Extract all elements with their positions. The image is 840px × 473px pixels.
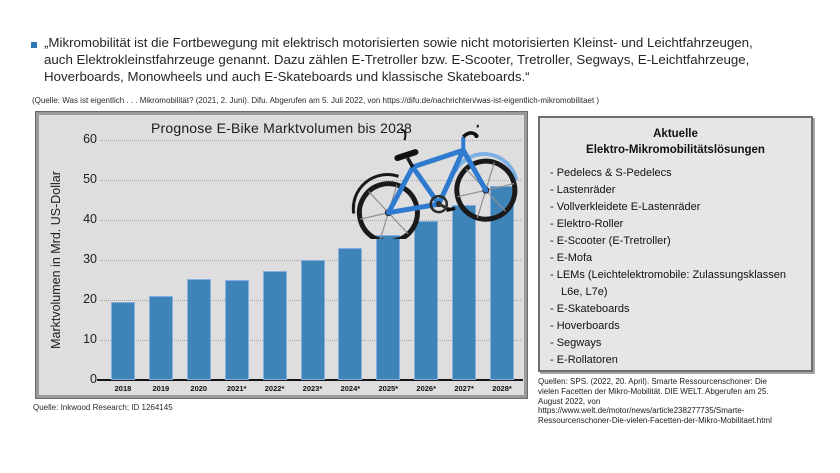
bar-2024*	[338, 248, 363, 380]
list-item: - LEMs (Leichtelektromobile: Zulassungsk…	[550, 269, 786, 298]
quote-source: (Quelle: Was ist eigentlich . . . Mikrom…	[32, 96, 600, 105]
ebike-clipart	[351, 123, 519, 239]
bike-saddle-icon	[394, 149, 419, 162]
chart-source: Quelle: Inkwood Research; ID 1264145	[33, 403, 173, 412]
micromobility-panel: Aktuelle Elektro-Mikromobilitätslösungen…	[538, 116, 813, 372]
source-line: https://www.welt.de/motor/news/article23…	[538, 406, 745, 416]
y-tick-50: 50	[83, 172, 97, 186]
x-tick-2025*: 2025*	[378, 384, 399, 393]
panel-title-line1: Aktuelle	[653, 128, 698, 140]
x-tick-2022*: 2022*	[264, 384, 285, 393]
source-line: Ressourcenschoner-Die-vielen-Facetten-de…	[538, 416, 772, 426]
bullet-square-icon	[31, 42, 37, 48]
gridline-50	[100, 180, 521, 181]
gridline-60	[100, 140, 521, 141]
panel-title-line2: Elektro-Mikromobilitätslösungen	[586, 143, 765, 156]
x-tick-2020: 2020	[190, 384, 208, 393]
x-axis-line	[97, 379, 523, 382]
bike-crank-icon	[429, 194, 456, 214]
y-tick-60: 60	[83, 132, 97, 146]
y-tick-20: 20	[83, 292, 97, 306]
x-tick-2024*: 2024*	[340, 384, 361, 393]
y-tick-30: 30	[83, 252, 97, 266]
bar-2023*	[300, 260, 325, 380]
x-tick-2026*: 2026*	[416, 384, 437, 393]
quote-line: „Mikromobilität ist die Fortbewegung mit…	[44, 35, 753, 50]
x-tick-2019: 2019	[152, 384, 170, 393]
list-item: - Vollverkleidete E-Lastenräder	[550, 201, 701, 213]
y-tick-0: 0	[90, 372, 97, 386]
chart-plot-area: Prognose E-Bike Marktvolumen bis 2028 Ma…	[39, 115, 524, 395]
panel-item-list: - Pedelecs & S-Pedelecs - Lastenräder - Vo…	[540, 165, 811, 369]
bike-front-fender-icon	[453, 152, 519, 181]
list-item: - E-Rollatoren	[550, 354, 618, 366]
gridline-40	[100, 220, 521, 221]
x-tick-2023*: 2023*	[302, 384, 323, 393]
bike-chain-icon	[472, 123, 479, 128]
source-line: vielen Facetten der Mikro-Mobilität. DIE…	[538, 386, 769, 396]
bar-2025*	[376, 235, 401, 380]
bar-2018	[110, 302, 135, 380]
chart-title: Prognose E-Bike Marktvolumen bis 2028	[150, 120, 413, 136]
ebike-market-chart: Prognose E-Bike Marktvolumen bis 2028 Ma…	[35, 111, 528, 399]
bar-2021*	[224, 280, 249, 380]
x-tick-2021*: 2021*	[226, 384, 247, 393]
bar-2027*	[452, 205, 477, 380]
bike-handlebar-icon	[462, 131, 478, 139]
bike-seatpost-icon	[406, 157, 415, 168]
bike-frame-icon	[385, 164, 442, 216]
x-tick-2028*: 2028*	[492, 384, 512, 393]
source-line: August 2022, von	[538, 396, 601, 406]
list-item: - Lastenräder	[550, 184, 616, 196]
list-item: - E-Skateboards	[550, 303, 630, 315]
quote-line: Hoverboards, Monowheels und auch E-Skate…	[44, 69, 530, 85]
sources-right: Quellen: SPS. (2022, 20. April). Smarte …	[538, 377, 828, 426]
y-tick-40: 40	[83, 212, 97, 226]
source-line: Quellen: SPS. (2022, 20. April). Smarte …	[538, 377, 767, 386]
list-item: - Elektro-Roller	[550, 218, 624, 230]
list-item: - E-Scooter (E-Tretroller)	[550, 235, 671, 247]
bar-2019	[148, 295, 173, 380]
list-item: - Segways	[550, 337, 602, 349]
list-item: - Hoverboards	[550, 320, 620, 332]
bike-cable-icon	[400, 128, 407, 141]
bar-2026*	[414, 221, 439, 380]
list-item: - Pedelecs & S-Pedelecs	[550, 167, 672, 179]
quote-line: auch Elektrokleinstfahrzeuge genannt. Da…	[44, 52, 750, 68]
bar-2020	[186, 279, 211, 380]
quote-text: „Mikromobilität ist die Fortbewegung mit…	[44, 34, 753, 86]
x-tick-2027*: 2027*	[454, 384, 474, 393]
y-tick-10: 10	[83, 332, 97, 346]
bike-rear-fender-icon	[351, 173, 400, 214]
bar-2022*	[262, 270, 287, 380]
list-item: - E-Mofa	[550, 252, 593, 264]
x-tick-2018: 2018	[114, 384, 132, 393]
